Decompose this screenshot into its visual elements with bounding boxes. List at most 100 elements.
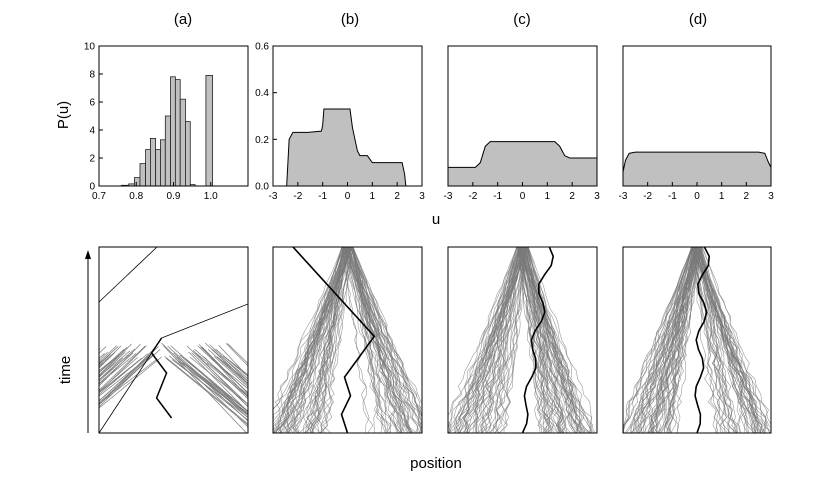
x-tick-label: 3 (594, 191, 600, 202)
trajectory-line (99, 247, 158, 303)
trajectory-line (342, 247, 403, 433)
distribution-line (622, 151, 772, 173)
trajectory-line (499, 247, 527, 433)
trajectory-line (277, 247, 343, 433)
trajectory-line (526, 247, 585, 433)
trajectory-line (453, 247, 528, 433)
panel-b: -3 -2 -1 0 1 2 3 0.0 0.2 0.4 0.6 (255, 42, 425, 203)
histogram-bar (133, 177, 141, 187)
trajectory-line (691, 247, 765, 433)
trajectory-line (517, 247, 549, 433)
trajectory-line (474, 247, 519, 433)
trajectory-line (698, 247, 726, 433)
histogram-bar (174, 79, 181, 187)
x-tick-label: -1 (493, 191, 502, 202)
trajectory-line (309, 247, 347, 433)
trajectory-line (448, 247, 518, 433)
x-tick-label: -2 (468, 191, 477, 202)
x-tick-label: 0 (694, 191, 700, 202)
trajectory-line (623, 247, 693, 433)
trajectory-line (525, 247, 550, 433)
trajectory-line (463, 247, 520, 433)
x-tick-label: 1 (545, 191, 551, 202)
trajectory-line (279, 247, 350, 433)
trajectory-line (350, 247, 422, 432)
trajectory-line (219, 354, 248, 380)
trajectory-line (519, 247, 582, 433)
trajectory-line (182, 362, 248, 416)
trajectory-line (99, 356, 150, 404)
trajectory-line (161, 303, 248, 339)
trajectory-line (171, 359, 248, 418)
y-tick-label: 4 (89, 126, 95, 137)
bottom-y-axis-label: time (57, 356, 74, 384)
panel-a: 0.7 0.8 0.9 1.0 0 2 4 6 8 10 (84, 42, 249, 202)
trajectory-line (312, 247, 348, 433)
trajectory-line (517, 247, 564, 433)
histogram-bar (145, 149, 151, 187)
trajectory-line (99, 348, 101, 351)
x-tick-label: 3 (419, 191, 425, 202)
trajectory-line (462, 247, 521, 433)
trajectory-line (691, 247, 718, 433)
highlight-trajectory (292, 247, 376, 433)
y-tick-label: 0.2 (255, 135, 269, 146)
trajectory-line (201, 346, 248, 395)
trajectory-line (206, 362, 248, 398)
trajectory-line (99, 354, 120, 374)
trajectory-line (633, 247, 695, 433)
trajectory-line (99, 354, 129, 381)
x-tick-label: 0 (520, 191, 526, 202)
x-tick-label: -2 (643, 191, 652, 202)
histogram-bar (160, 139, 166, 187)
trajectory-line (99, 357, 138, 392)
trajectory-line (522, 247, 581, 433)
x-tick-label: 0.7 (92, 191, 106, 202)
trajectory-line (99, 357, 143, 393)
trajectory-line (523, 247, 576, 433)
x-tick-label: -3 (619, 191, 628, 202)
trajectory-panel-b (272, 246, 423, 434)
trajectory-line (216, 356, 248, 382)
histogram-bar (155, 149, 161, 187)
trajectory-line (479, 247, 523, 433)
trajectory-line (224, 356, 248, 376)
histogram-bar (170, 76, 176, 187)
distribution-area (286, 109, 406, 186)
trajectory-line (518, 247, 579, 433)
trajectory-line (221, 360, 248, 385)
distribution-area (448, 141, 597, 186)
trajectory-line (630, 247, 696, 433)
trajectory-line (450, 247, 518, 433)
trajectory-line (650, 247, 694, 433)
x-tick-label: 2 (744, 191, 750, 202)
trajectory-line (702, 247, 771, 428)
trajectory-line (701, 247, 741, 433)
trajectory-line (455, 247, 525, 433)
trajectory-line (701, 247, 738, 433)
trajectory-line (520, 247, 543, 433)
x-tick-label: 2 (569, 191, 575, 202)
highlight-trajectory (150, 337, 173, 419)
panel-label-c: (c) (513, 11, 531, 28)
trajectory-line (352, 247, 422, 433)
x-tick-label: 3 (768, 191, 774, 202)
y-tick-label: 6 (89, 98, 95, 109)
trajectory-line (341, 247, 386, 433)
trajectory-line (222, 355, 248, 377)
trajectory-line (489, 247, 520, 433)
trajectory-line (99, 345, 147, 393)
trajectory-line (525, 247, 593, 433)
trajectory-line (699, 247, 747, 433)
trajectory-line (185, 358, 248, 412)
trajectory-line (275, 247, 346, 433)
trajectory-line (188, 351, 248, 413)
trajectory-line (99, 351, 126, 378)
highlight-trajectory (694, 247, 711, 433)
trajectory-line (527, 247, 596, 433)
trajectory-line (191, 352, 248, 408)
trajectory-line (99, 343, 132, 377)
trajectory-line (183, 362, 248, 412)
